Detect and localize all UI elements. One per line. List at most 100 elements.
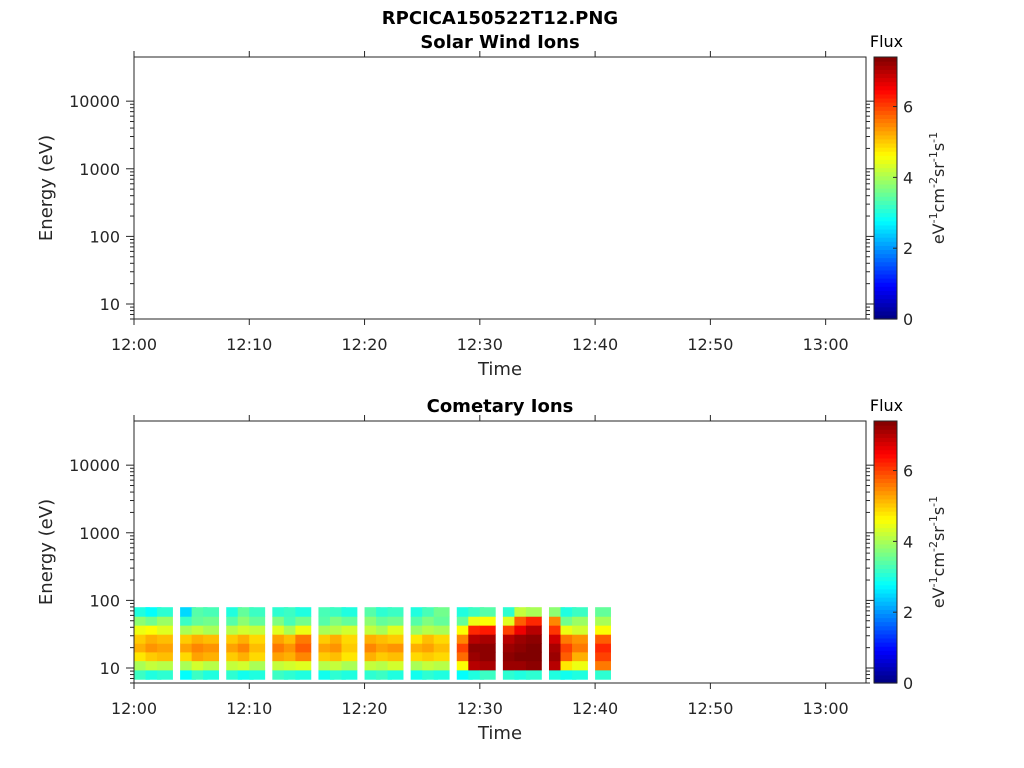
heatmap-cell bbox=[272, 651, 289, 662]
x-tick-label: 12:40 bbox=[572, 699, 618, 718]
heatmap-cell bbox=[157, 634, 173, 644]
colorbar-swatch bbox=[874, 192, 897, 197]
heatmap-cell bbox=[180, 651, 196, 662]
heatmap-cell bbox=[572, 616, 588, 626]
heatmap-cell bbox=[422, 625, 439, 635]
heatmap-cell bbox=[548, 607, 565, 617]
heatmap-cell bbox=[145, 634, 162, 644]
colorbar-swatch bbox=[874, 556, 897, 561]
heatmap-cell bbox=[560, 607, 577, 617]
heatmap-cell bbox=[237, 660, 254, 671]
heatmap-cell bbox=[456, 643, 473, 653]
heatmap-cell bbox=[191, 616, 208, 626]
heatmap-cell bbox=[329, 651, 346, 662]
units-base: s bbox=[929, 507, 948, 515]
colorbar-swatch bbox=[874, 155, 897, 160]
units-exponent: -2 bbox=[927, 177, 940, 188]
colorbar-swatch bbox=[874, 212, 897, 218]
colorbar-swatch bbox=[874, 601, 897, 606]
colorbar-swatch bbox=[874, 502, 897, 508]
colorbar-swatch bbox=[874, 188, 897, 193]
heatmap-cell bbox=[364, 660, 381, 671]
heatmap-cell bbox=[548, 634, 565, 644]
colorbar-tick-label: 0 bbox=[903, 674, 913, 693]
colorbar-swatch bbox=[874, 147, 897, 152]
heatmap-cell bbox=[134, 607, 150, 617]
colorbar-swatch bbox=[874, 241, 897, 246]
heatmap-cell bbox=[387, 616, 404, 626]
heatmap-cell bbox=[272, 607, 289, 617]
colorbar-swatch bbox=[874, 515, 897, 520]
heatmap-cell bbox=[456, 660, 473, 671]
colorbar-swatch bbox=[874, 114, 897, 120]
heatmap-cell bbox=[560, 625, 577, 635]
heatmap-cell bbox=[410, 616, 427, 626]
heatmap-cell bbox=[560, 669, 577, 680]
heatmap-cell bbox=[329, 625, 346, 635]
colorbar-swatch bbox=[874, 302, 897, 308]
heatmap-cell bbox=[157, 669, 173, 680]
heatmap-cell bbox=[525, 616, 542, 626]
heatmap-cell bbox=[572, 643, 588, 653]
heatmap-cell bbox=[364, 669, 381, 680]
colorbar-swatch bbox=[874, 69, 897, 74]
colorbar-swatch bbox=[874, 151, 897, 156]
heatmap-cell bbox=[203, 634, 220, 644]
heatmap-cell bbox=[318, 625, 335, 635]
colorbar-swatch bbox=[874, 539, 897, 545]
heatmap-cell bbox=[376, 643, 392, 653]
colorbar-swatch bbox=[874, 457, 897, 463]
colorbar-swatch bbox=[874, 461, 897, 467]
heatmap-cell bbox=[203, 651, 220, 662]
colorbar-swatch bbox=[874, 245, 897, 251]
heatmap-cell bbox=[318, 651, 335, 662]
x-tick-label: 12:50 bbox=[687, 699, 733, 718]
units-exponent: -1 bbox=[927, 496, 940, 507]
colorbar-swatch bbox=[874, 478, 897, 484]
heatmap-cell bbox=[318, 643, 335, 653]
figure-title: RPCICA150522T12.PNG bbox=[382, 8, 618, 29]
heatmap-cell bbox=[422, 669, 439, 680]
heatmap-cell bbox=[514, 643, 531, 653]
heatmap-cell bbox=[502, 660, 519, 671]
colorbar-swatch bbox=[874, 453, 897, 459]
heatmap-cell bbox=[502, 634, 519, 644]
heatmap-cell bbox=[572, 660, 588, 671]
colorbar-tick-label: 6 bbox=[903, 98, 913, 117]
heatmap-cell bbox=[272, 625, 289, 635]
heatmap-cell bbox=[525, 660, 542, 671]
colorbar-swatch bbox=[874, 584, 897, 590]
panel-title: Solar Wind Ions bbox=[420, 32, 579, 53]
colorbar-swatch bbox=[874, 519, 897, 524]
colorbar-swatch bbox=[874, 511, 897, 516]
colorbar-swatch bbox=[874, 237, 897, 242]
heatmap-cell bbox=[410, 634, 427, 644]
heatmap-cell bbox=[525, 625, 542, 635]
heatmap-cell bbox=[548, 651, 565, 662]
spectrogram-cells bbox=[134, 607, 611, 680]
heatmap-cell bbox=[468, 607, 485, 617]
plot-frame bbox=[133, 420, 867, 684]
colorbar-swatch bbox=[874, 253, 897, 259]
x-tick-label: 12:20 bbox=[341, 699, 387, 718]
colorbar-swatch bbox=[874, 224, 897, 230]
heatmap-cell bbox=[456, 634, 473, 644]
colorbar-swatch bbox=[874, 494, 897, 500]
heatmap-cell bbox=[572, 625, 588, 635]
heatmap-cell bbox=[479, 607, 496, 617]
heatmap-cell bbox=[422, 634, 439, 644]
heatmap-cell bbox=[157, 625, 173, 635]
heatmap-cell bbox=[525, 607, 542, 617]
colorbar-swatch bbox=[874, 294, 897, 300]
heatmap-cell bbox=[502, 625, 519, 635]
colorbar-tick-label: 4 bbox=[903, 532, 913, 551]
heatmap-cell bbox=[226, 660, 243, 671]
heatmap-cell bbox=[422, 643, 439, 653]
colorbar-swatch bbox=[874, 678, 897, 684]
heatmap-cell bbox=[249, 660, 266, 671]
colorbar-swatch bbox=[874, 445, 897, 451]
colorbar-swatch bbox=[874, 81, 897, 87]
heatmap-cell bbox=[249, 607, 266, 617]
heatmap-cell bbox=[502, 607, 519, 617]
heatmap-cell bbox=[376, 616, 392, 626]
